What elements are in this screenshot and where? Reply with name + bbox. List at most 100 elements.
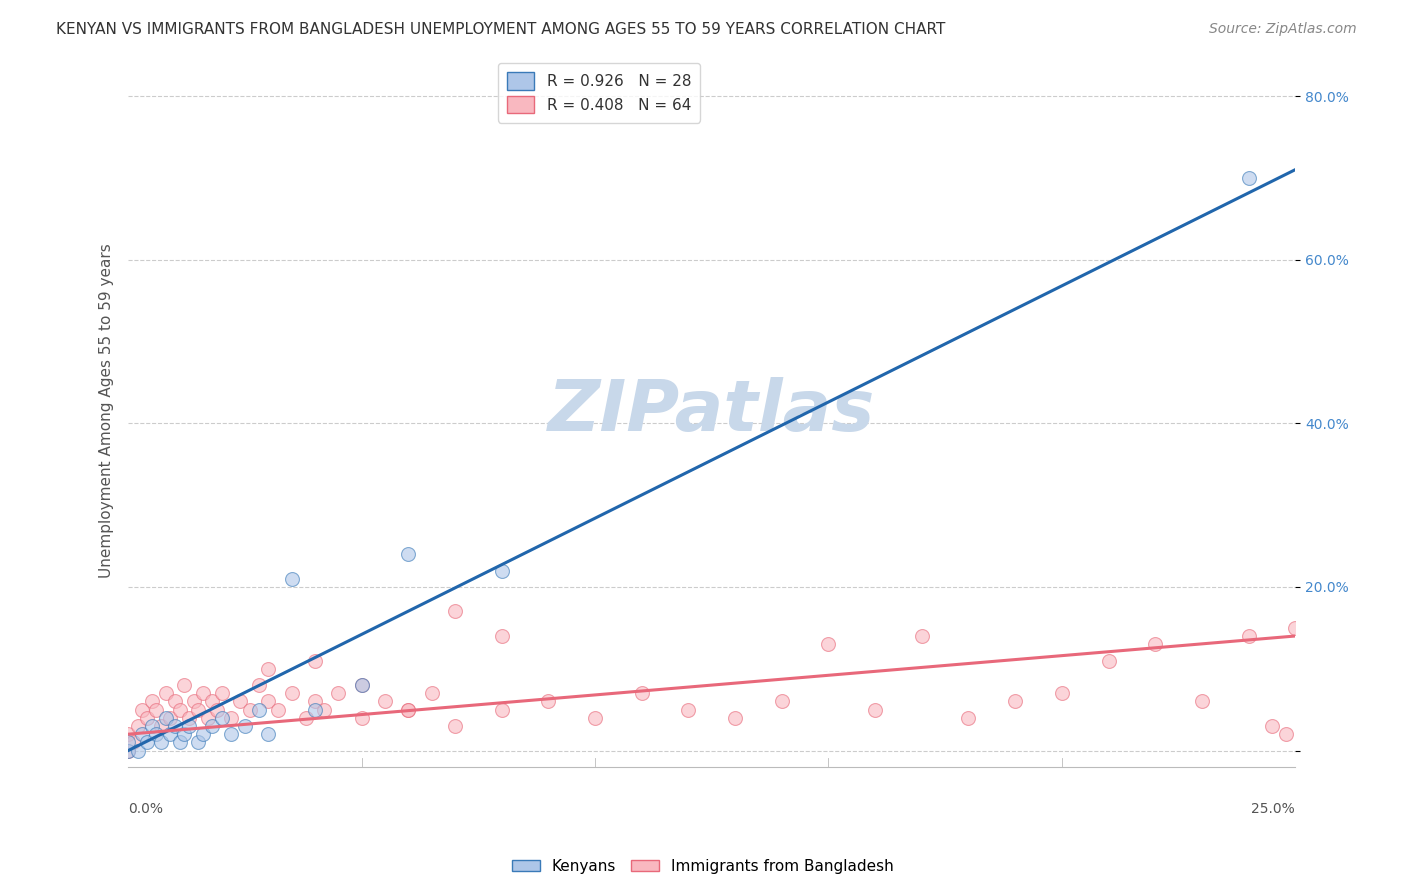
- Point: [201, 719, 224, 733]
- Point: [191, 686, 214, 700]
- Point: [219, 727, 242, 741]
- Point: [1237, 629, 1260, 643]
- Point: [1275, 727, 1298, 741]
- Point: [491, 629, 513, 643]
- Point: [205, 703, 228, 717]
- Point: [117, 735, 139, 749]
- Point: [396, 547, 419, 561]
- Point: [257, 727, 280, 741]
- Point: [444, 605, 467, 619]
- Point: [127, 719, 149, 733]
- Point: [177, 719, 200, 733]
- Point: [1097, 654, 1119, 668]
- Point: [173, 727, 195, 741]
- Point: [239, 703, 262, 717]
- Point: [117, 743, 139, 757]
- Point: [201, 694, 224, 708]
- Point: [1261, 719, 1284, 733]
- Point: [350, 711, 373, 725]
- Point: [155, 686, 177, 700]
- Point: [191, 727, 214, 741]
- Point: [122, 735, 145, 749]
- Point: [350, 678, 373, 692]
- Point: [304, 694, 326, 708]
- Point: [583, 711, 606, 725]
- Point: [145, 727, 167, 741]
- Point: [149, 735, 172, 749]
- Point: [219, 711, 242, 725]
- Point: [491, 703, 513, 717]
- Point: [1004, 694, 1026, 708]
- Point: [247, 678, 270, 692]
- Point: [183, 694, 205, 708]
- Point: [304, 703, 326, 717]
- Text: 25.0%: 25.0%: [1251, 802, 1295, 816]
- Point: [257, 662, 280, 676]
- Point: [257, 694, 280, 708]
- Point: [155, 711, 177, 725]
- Point: [187, 735, 209, 749]
- Point: [159, 727, 181, 741]
- Point: [266, 703, 288, 717]
- Point: [163, 719, 186, 733]
- Y-axis label: Unemployment Among Ages 55 to 59 years: Unemployment Among Ages 55 to 59 years: [100, 244, 114, 578]
- Point: [396, 703, 419, 717]
- Point: [1144, 637, 1167, 651]
- Point: [444, 719, 467, 733]
- Point: [724, 711, 747, 725]
- Point: [957, 711, 980, 725]
- Point: [187, 703, 209, 717]
- Point: [159, 711, 181, 725]
- Point: [911, 629, 934, 643]
- Point: [233, 719, 256, 733]
- Point: [173, 678, 195, 692]
- Point: [374, 694, 396, 708]
- Point: [135, 735, 157, 749]
- Point: [817, 637, 839, 651]
- Point: [304, 654, 326, 668]
- Point: [131, 727, 153, 741]
- Point: [177, 711, 200, 725]
- Point: [135, 711, 157, 725]
- Text: ZIPatlas: ZIPatlas: [548, 376, 876, 445]
- Point: [117, 727, 139, 741]
- Point: [280, 572, 302, 586]
- Point: [197, 711, 219, 725]
- Point: [145, 703, 167, 717]
- Point: [169, 735, 191, 749]
- Point: [117, 743, 139, 757]
- Point: [1050, 686, 1073, 700]
- Point: [141, 694, 163, 708]
- Point: [247, 703, 270, 717]
- Point: [1191, 694, 1213, 708]
- Point: [630, 686, 652, 700]
- Point: [141, 719, 163, 733]
- Point: [396, 703, 419, 717]
- Point: [491, 564, 513, 578]
- Point: [863, 703, 886, 717]
- Point: [149, 719, 172, 733]
- Point: [350, 678, 373, 692]
- Point: [280, 686, 302, 700]
- Point: [169, 703, 191, 717]
- Legend: R = 0.926   N = 28, R = 0.408   N = 64: R = 0.926 N = 28, R = 0.408 N = 64: [498, 62, 700, 122]
- Point: [678, 703, 700, 717]
- Legend: Kenyans, Immigrants from Bangladesh: Kenyans, Immigrants from Bangladesh: [506, 853, 900, 880]
- Point: [420, 686, 443, 700]
- Point: [294, 711, 316, 725]
- Point: [328, 686, 350, 700]
- Point: [770, 694, 793, 708]
- Text: Source: ZipAtlas.com: Source: ZipAtlas.com: [1209, 22, 1357, 37]
- Text: 0.0%: 0.0%: [128, 802, 163, 816]
- Point: [211, 711, 233, 725]
- Point: [314, 703, 336, 717]
- Point: [131, 703, 153, 717]
- Point: [1237, 170, 1260, 185]
- Point: [537, 694, 560, 708]
- Point: [211, 686, 233, 700]
- Text: KENYAN VS IMMIGRANTS FROM BANGLADESH UNEMPLOYMENT AMONG AGES 55 TO 59 YEARS CORR: KENYAN VS IMMIGRANTS FROM BANGLADESH UNE…: [56, 22, 946, 37]
- Point: [127, 743, 149, 757]
- Point: [229, 694, 252, 708]
- Point: [163, 694, 186, 708]
- Point: [1284, 621, 1306, 635]
